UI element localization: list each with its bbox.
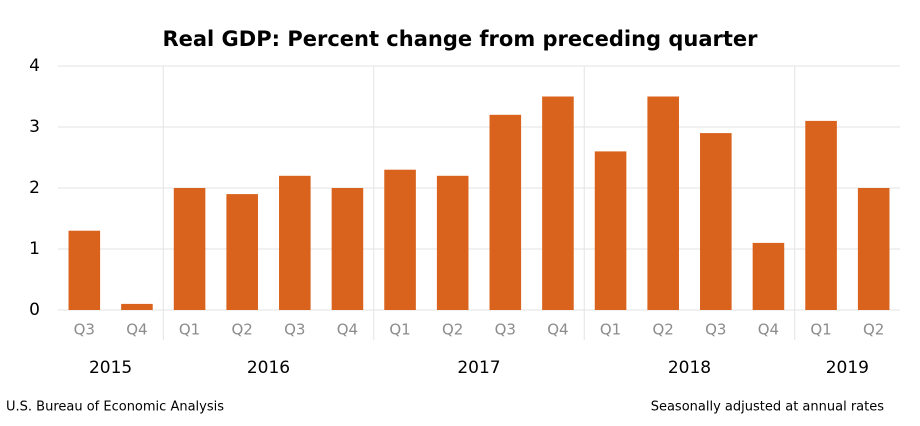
year-label: 2015 [89, 358, 132, 378]
x-tick-label: Q1 [810, 321, 831, 339]
bar [700, 133, 732, 310]
year-label: 2018 [668, 358, 711, 378]
bar [121, 303, 153, 310]
y-tick-label: 4 [29, 56, 40, 76]
bar [647, 96, 679, 310]
bar [331, 188, 364, 310]
x-tick-label: Q4 [758, 321, 779, 339]
bar [436, 175, 469, 310]
x-tick-label: Q3 [74, 321, 95, 339]
y-tick-label: 0 [29, 300, 40, 320]
bar [173, 188, 206, 310]
x-tick-label: Q1 [179, 321, 200, 339]
y-tick-label: 3 [29, 117, 40, 137]
bar [489, 114, 522, 310]
bar [594, 151, 627, 310]
source: U.S. Bureau of Economic Analysis [6, 400, 224, 415]
bar [857, 188, 890, 310]
x-tick-label: Q1 [600, 321, 621, 339]
bar [752, 242, 785, 310]
bar [805, 120, 837, 311]
bar [542, 96, 574, 310]
x-tick-label: Q4 [547, 321, 568, 339]
x-tick-label: Q3 [705, 321, 726, 339]
x-tick-label: Q4 [126, 321, 147, 339]
x-tick-label: Q3 [495, 321, 516, 339]
y-tick-label: 1 [29, 239, 40, 259]
x-tick-label: Q2 [863, 321, 884, 339]
y-tick-label: 2 [29, 178, 40, 198]
x-tick-label: Q4 [337, 321, 358, 339]
x-tick-label: Q2 [232, 321, 253, 339]
bar [384, 169, 416, 310]
chart-title: Real GDP: Percent change from preceding … [162, 27, 758, 51]
x-tick-label: Q2 [442, 321, 463, 339]
bar [68, 230, 101, 310]
year-label: 2019 [826, 358, 869, 378]
x-tick-label: Q2 [653, 321, 674, 339]
x-tick-label: Q1 [389, 321, 410, 339]
note: Seasonally adjusted at annual rates [651, 400, 885, 415]
x-tick-label: Q3 [284, 321, 305, 339]
year-label: 2016 [247, 358, 290, 378]
year-label: 2017 [457, 358, 500, 378]
bar [279, 175, 311, 310]
bar [226, 194, 258, 310]
